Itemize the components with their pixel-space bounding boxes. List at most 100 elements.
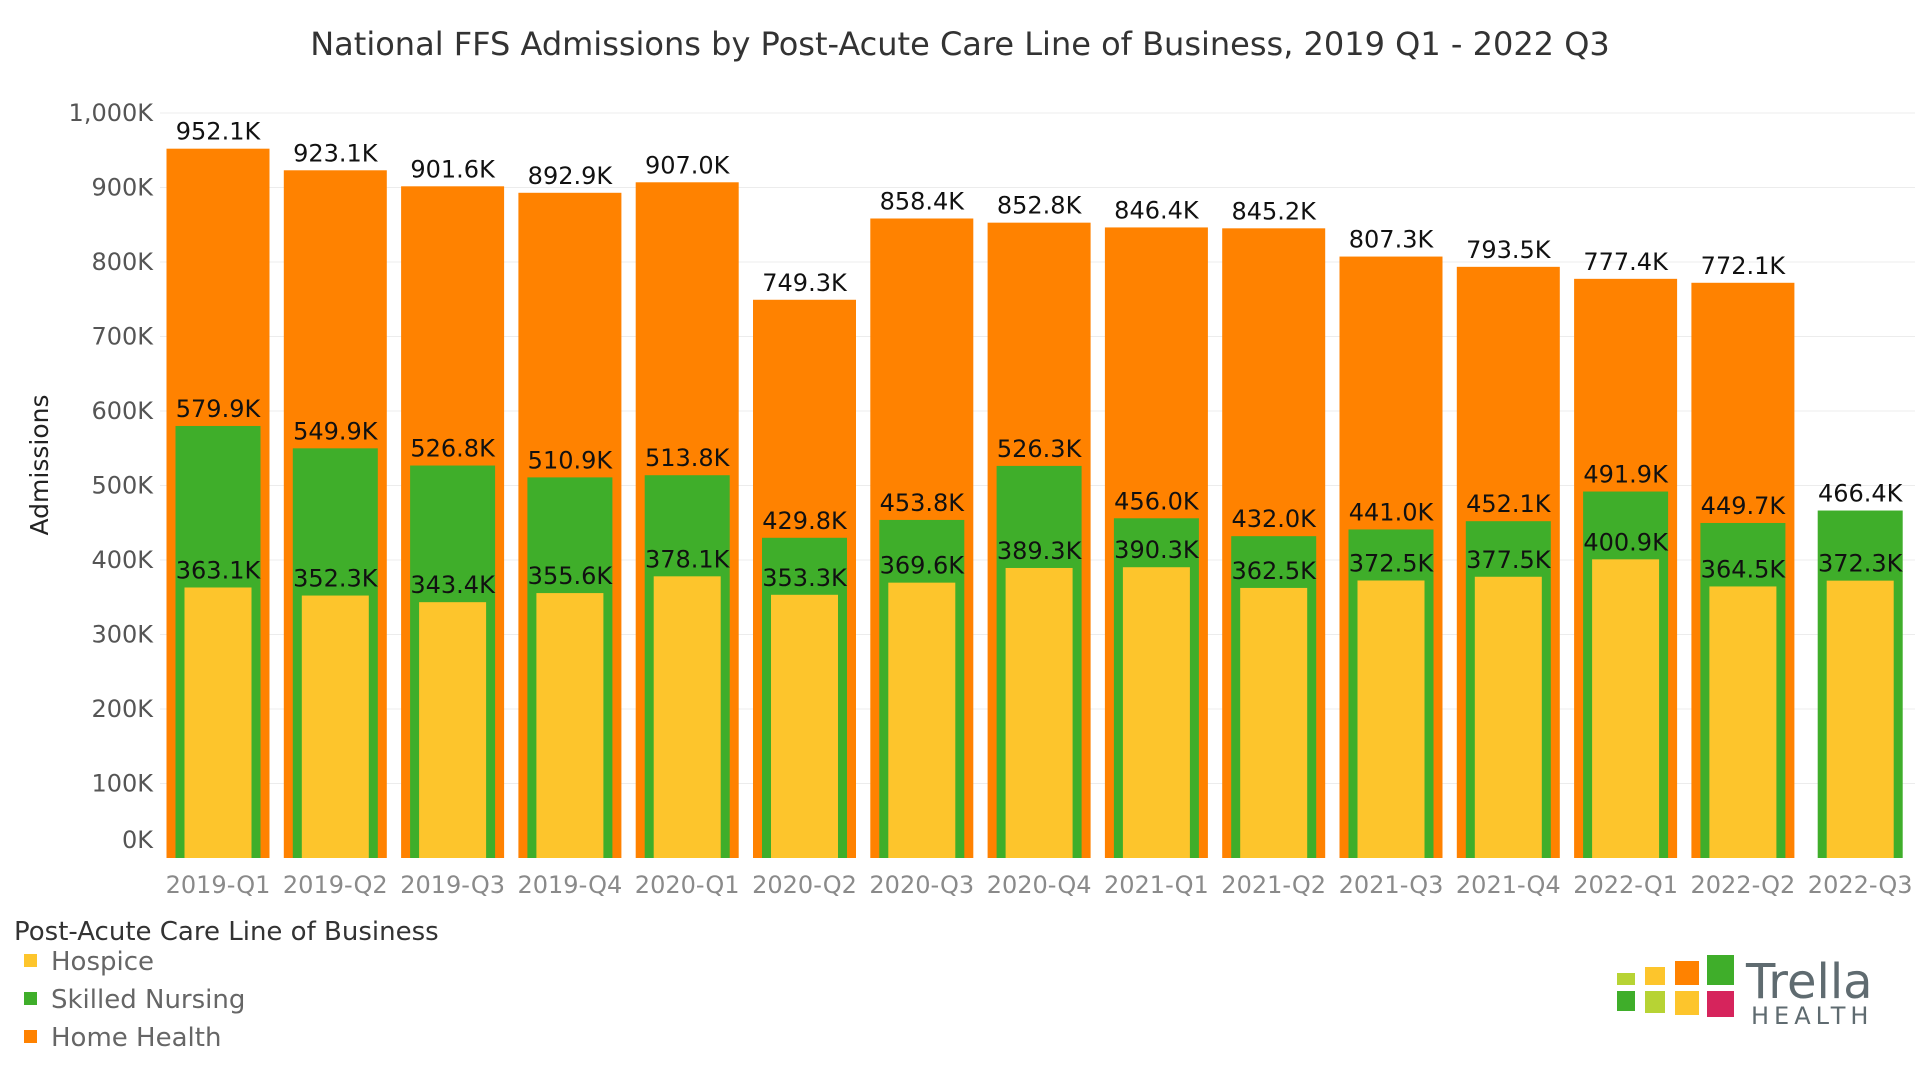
hospice-bar bbox=[419, 602, 487, 858]
skilled-nursing-data-label: 453.8K bbox=[880, 489, 966, 517]
chart-title: National FFS Admissions by Post-Acute Ca… bbox=[310, 25, 1610, 63]
trella-health-logo: Trella HEALTH bbox=[1617, 954, 1873, 1030]
logo-square bbox=[1645, 991, 1665, 1013]
hospice-data-label: 377.5K bbox=[1466, 546, 1552, 574]
skilled-nursing-data-label: 491.9K bbox=[1583, 461, 1669, 489]
y-tick-label: 0K bbox=[122, 826, 154, 854]
logo-subtitle: HEALTH bbox=[1751, 1002, 1873, 1030]
hospice-bar bbox=[1240, 587, 1308, 858]
x-tick-label: 2020-Q1 bbox=[635, 871, 740, 899]
hospice-bar bbox=[1709, 586, 1777, 858]
legend-entries: Hospice Skilled Nursing Home Health bbox=[24, 947, 245, 1053]
legend-title: Post-Acute Care Line of Business bbox=[14, 917, 439, 947]
skilled-nursing-data-label: 429.8K bbox=[762, 507, 848, 535]
skilled-nursing-data-label: 456.0K bbox=[1114, 487, 1200, 515]
logo-name: Trella bbox=[1745, 954, 1873, 1010]
x-tick-label: 2021-Q2 bbox=[1221, 871, 1326, 899]
home-health-data-label: 777.4K bbox=[1583, 248, 1669, 276]
x-tick-label: 2019-Q4 bbox=[518, 871, 623, 899]
x-tick-label: 2019-Q2 bbox=[283, 871, 388, 899]
hospice-data-label: 369.6K bbox=[880, 552, 966, 580]
home-health-data-label: 845.2K bbox=[1231, 197, 1317, 225]
x-tick-label: 2019-Q1 bbox=[166, 871, 271, 899]
legend: Post-Acute Care Line of Business Hospice… bbox=[14, 917, 439, 1053]
home-health-data-label: 793.5K bbox=[1466, 236, 1552, 264]
y-tick-label: 1,000K bbox=[69, 99, 155, 127]
logo-square bbox=[1617, 991, 1635, 1011]
x-tick-label: 2021-Q3 bbox=[1339, 871, 1444, 899]
x-tick-label: 2022-Q1 bbox=[1573, 871, 1678, 899]
home-health-data-label: 852.8K bbox=[997, 192, 1083, 220]
bars bbox=[166, 148, 1903, 859]
skilled-nursing-data-label: 510.9K bbox=[528, 446, 614, 474]
home-health-data-label: 772.1K bbox=[1701, 252, 1787, 280]
hospice-bar bbox=[1592, 559, 1660, 858]
skilled-nursing-data-label: 513.8K bbox=[645, 444, 731, 472]
hospice-bar bbox=[771, 594, 838, 858]
hospice-data-label: 362.5K bbox=[1231, 557, 1317, 585]
y-tick-label: 500K bbox=[91, 472, 154, 500]
hospice-bar bbox=[1005, 567, 1073, 858]
y-tick-label: 400K bbox=[91, 546, 154, 574]
hospice-data-label: 363.1K bbox=[176, 556, 262, 584]
hospice-bar bbox=[1122, 567, 1190, 858]
y-axis-ticks: 0K 100K 200K 300K 400K 500K 600K 700K 800K 900K 1,… bbox=[69, 99, 155, 854]
home-health-data-label: 846.4K bbox=[1114, 196, 1200, 224]
hospice-bar bbox=[536, 593, 604, 858]
y-tick-label: 700K bbox=[91, 323, 154, 351]
hospice-data-label: 372.3K bbox=[1818, 550, 1904, 578]
skilled-nursing-data-label: 526.8K bbox=[410, 435, 496, 463]
logo-square bbox=[1707, 955, 1734, 985]
x-axis-ticks: 2019-Q1 2019-Q2 2019-Q3 2019-Q4 2020-Q1 2020-… bbox=[166, 871, 1913, 899]
home-health-data-label: 923.1K bbox=[293, 139, 379, 167]
data-labels: 952.1K 923.1K 901.6K 892.9K 907.0K 749.3K 858.… bbox=[176, 118, 1904, 599]
hospice-data-label: 353.3K bbox=[762, 564, 848, 592]
y-tick-label: 200K bbox=[91, 695, 154, 723]
hospice-data-label: 355.6K bbox=[528, 562, 614, 590]
skilled-nursing-legend-swatch bbox=[24, 992, 37, 1005]
hospice-bar bbox=[1474, 576, 1542, 858]
skilled-nursing-data-label: 526.3K bbox=[997, 435, 1083, 463]
logo-square bbox=[1675, 961, 1699, 985]
hospice-data-label: 389.3K bbox=[997, 537, 1083, 565]
y-tick-label: 900K bbox=[91, 174, 154, 202]
x-tick-label: 2021-Q4 bbox=[1456, 871, 1561, 899]
hospice-data-label: 372.5K bbox=[1349, 549, 1435, 577]
x-tick-label: 2020-Q3 bbox=[869, 871, 974, 899]
y-axis-label: Admissions bbox=[25, 395, 54, 536]
logo-square bbox=[1645, 967, 1665, 985]
x-tick-label: 2022-Q3 bbox=[1808, 871, 1913, 899]
hospice-data-label: 352.3K bbox=[293, 565, 379, 593]
home-health-data-label: 952.1K bbox=[176, 118, 262, 146]
x-tick-label: 2019-Q3 bbox=[400, 871, 505, 899]
home-health-legend-swatch bbox=[24, 1030, 37, 1043]
x-tick-label: 2021-Q1 bbox=[1104, 871, 1209, 899]
y-tick-label: 800K bbox=[91, 248, 154, 276]
x-tick-label: 2022-Q2 bbox=[1691, 871, 1796, 899]
hospice-data-label: 343.4K bbox=[410, 571, 496, 599]
logo-square bbox=[1675, 991, 1699, 1015]
skilled-nursing-data-label: 432.0K bbox=[1231, 505, 1317, 533]
skilled-nursing-data-label: 452.1K bbox=[1466, 490, 1552, 518]
hospice-data-label: 378.1K bbox=[645, 545, 731, 573]
hospice-bar bbox=[653, 576, 721, 858]
hospice-legend-label: Hospice bbox=[51, 947, 154, 977]
hospice-data-label: 364.5K bbox=[1701, 555, 1787, 583]
home-health-legend-label: Home Health bbox=[51, 1023, 221, 1053]
home-health-data-label: 907.0K bbox=[645, 151, 731, 179]
x-tick-label: 2020-Q4 bbox=[987, 871, 1092, 899]
skilled-nursing-data-label: 466.4K bbox=[1818, 480, 1904, 508]
hospice-legend-swatch bbox=[24, 954, 37, 967]
home-health-data-label: 858.4K bbox=[880, 187, 966, 215]
hospice-bar bbox=[888, 582, 956, 858]
hospice-bar bbox=[301, 595, 369, 858]
y-tick-label: 100K bbox=[91, 770, 154, 798]
skilled-nursing-data-label: 441.0K bbox=[1349, 498, 1435, 526]
skilled-nursing-data-label: 579.9K bbox=[176, 395, 262, 423]
hospice-bar bbox=[184, 587, 252, 858]
skilled-nursing-data-label: 549.9K bbox=[293, 417, 379, 445]
hospice-data-label: 390.3K bbox=[1114, 536, 1200, 564]
x-tick-label: 2020-Q2 bbox=[752, 871, 857, 899]
hospice-bar bbox=[1826, 580, 1894, 858]
